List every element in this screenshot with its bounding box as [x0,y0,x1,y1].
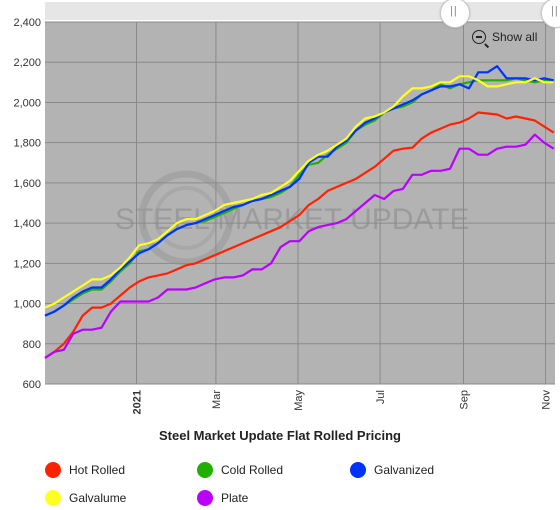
show-all-button[interactable]: Show all [472,30,537,44]
legend-label: Cold Rolled [221,463,284,477]
legend-marker [197,462,213,478]
x-tick-label: Mar [211,390,223,409]
y-tick-label: 2,400 [13,17,41,29]
y-tick-label: 1,200 [13,258,41,270]
y-tick-label: 1,600 [13,178,41,190]
y-tick-label: 1,800 [13,138,41,150]
legend-label: Galvalume [69,491,127,505]
x-tick-label: Sep [458,390,470,410]
series-line-hot-rolled [44,111,555,359]
y-tick-label: 1,000 [13,299,41,311]
y-tick-label: 800 [23,339,41,351]
line-chart: STEEL MARKET UPDATE 6008001,0001,2001,40… [13,2,555,415]
series-line-galvalume [44,75,554,309]
x-tick-label: Nov [541,390,553,410]
legend-marker [45,490,61,506]
range-navigator[interactable] [45,2,555,20]
legend-item-hot-rolled[interactable]: Hot Rolled [45,462,125,478]
show-all-label: Show all [492,30,538,44]
zoom-out-icon [472,30,486,44]
navigator-track[interactable] [45,2,555,20]
x-tick-label: Jul [375,390,387,404]
y-axis: 600 800 1,000 1,200 1,400 1,600 1,800 2,000 2,20… [13,17,41,391]
legend-marker [197,490,213,506]
legend-label: Hot Rolled [69,463,126,477]
navigator-left-handle[interactable] [440,0,470,28]
legend-label: Galvanized [374,463,435,477]
x-tick-label: 2021 [132,390,144,414]
legend-item-cold-rolled[interactable]: Cold Rolled [197,462,283,478]
chart-title: Steel Market Update Flat Rolled Pricing [159,428,401,443]
legend-label: Plate [221,491,249,505]
legend-item-galvanized[interactable]: Galvanized [350,462,434,478]
x-tick-label: May [293,390,305,411]
legend-item-galvalume[interactable]: Galvalume [45,490,126,506]
series-line-galvanized [44,65,554,317]
series-line-cold-rolled [44,77,554,317]
y-tick-label: 2,000 [13,97,41,109]
x-axis: 2021 Mar May Jul Sep Nov [132,390,553,415]
legend-marker [45,462,61,478]
series-line-plate [44,133,555,359]
y-tick-label: 600 [23,379,41,391]
y-tick-label: 1,400 [13,218,41,230]
legend-marker [350,462,366,478]
y-tick-label: 2,200 [13,57,41,69]
series-lines [44,65,555,359]
legend-item-plate[interactable]: Plate [197,490,248,506]
